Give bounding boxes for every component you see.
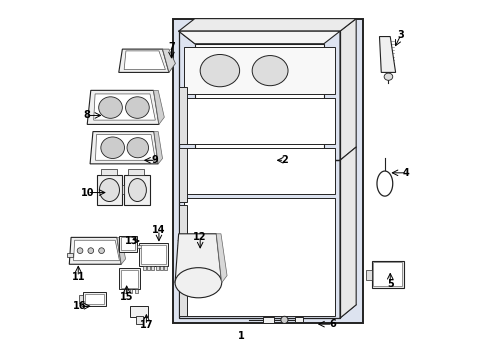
Bar [179,160,340,318]
Text: 3: 3 [397,30,404,40]
Ellipse shape [99,179,120,202]
Ellipse shape [127,138,148,158]
Text: 5: 5 [387,279,393,289]
Bar [366,270,371,280]
Bar [129,289,132,293]
Polygon shape [154,132,163,164]
Polygon shape [377,171,393,196]
Bar [119,235,137,252]
Bar [179,148,187,202]
Bar [295,318,303,322]
Bar [137,244,142,248]
Bar [184,47,335,94]
Bar [151,266,154,270]
Bar [173,19,364,323]
Bar [68,253,73,257]
Polygon shape [94,94,155,120]
Bar [119,268,140,289]
Text: 10: 10 [80,188,94,198]
Bar [160,266,163,270]
Bar [139,243,168,266]
Bar [128,169,144,175]
Ellipse shape [281,316,288,323]
Polygon shape [74,240,120,261]
Bar [147,266,150,270]
Polygon shape [340,147,356,318]
Ellipse shape [101,137,124,158]
Ellipse shape [175,268,221,298]
Bar [83,292,106,306]
Text: 8: 8 [83,111,90,121]
Polygon shape [124,175,150,205]
Bar [85,294,104,305]
Bar [135,289,138,293]
Bar [143,266,146,270]
Bar [263,317,274,323]
Text: 17: 17 [140,320,153,330]
Polygon shape [96,134,155,160]
Polygon shape [340,19,356,160]
Text: 16: 16 [73,301,86,311]
Bar [130,306,148,317]
Polygon shape [179,31,340,44]
Bar [136,316,143,324]
Bar [101,169,117,175]
Bar [124,289,127,293]
Bar [371,261,404,288]
Bar [184,148,335,194]
Polygon shape [119,49,169,72]
Text: 4: 4 [403,168,410,178]
Polygon shape [195,44,324,159]
Bar [121,270,139,288]
Ellipse shape [77,248,83,253]
Bar [164,266,167,270]
Polygon shape [179,19,356,31]
Text: 6: 6 [329,319,336,329]
Bar [156,266,159,270]
Text: 15: 15 [120,292,133,302]
Polygon shape [97,175,122,205]
Polygon shape [163,49,175,72]
Bar [179,31,340,160]
Ellipse shape [125,97,149,118]
Polygon shape [117,237,125,264]
Ellipse shape [88,248,94,253]
Polygon shape [87,90,159,125]
Text: 13: 13 [125,236,139,246]
Polygon shape [175,234,221,283]
Bar [141,244,166,264]
Ellipse shape [98,97,122,118]
Bar [184,98,335,144]
Text: 9: 9 [152,155,159,165]
Ellipse shape [200,54,240,87]
Bar [179,205,187,316]
Bar [184,198,335,316]
Ellipse shape [128,179,147,202]
Bar [121,237,135,250]
Text: 14: 14 [152,225,166,235]
Text: 1: 1 [238,331,245,341]
Bar [373,262,402,286]
Bar [122,185,124,194]
Polygon shape [153,90,164,125]
Polygon shape [90,132,158,164]
Text: 11: 11 [72,272,85,282]
Polygon shape [124,51,166,69]
Text: 7: 7 [168,42,175,52]
Text: 2: 2 [281,155,288,165]
Ellipse shape [384,73,393,80]
Bar [179,87,187,144]
Polygon shape [216,234,227,283]
Polygon shape [69,237,122,264]
Ellipse shape [252,55,288,86]
Bar [78,295,83,303]
Ellipse shape [98,248,104,253]
Polygon shape [379,37,395,72]
Text: 12: 12 [194,232,207,242]
